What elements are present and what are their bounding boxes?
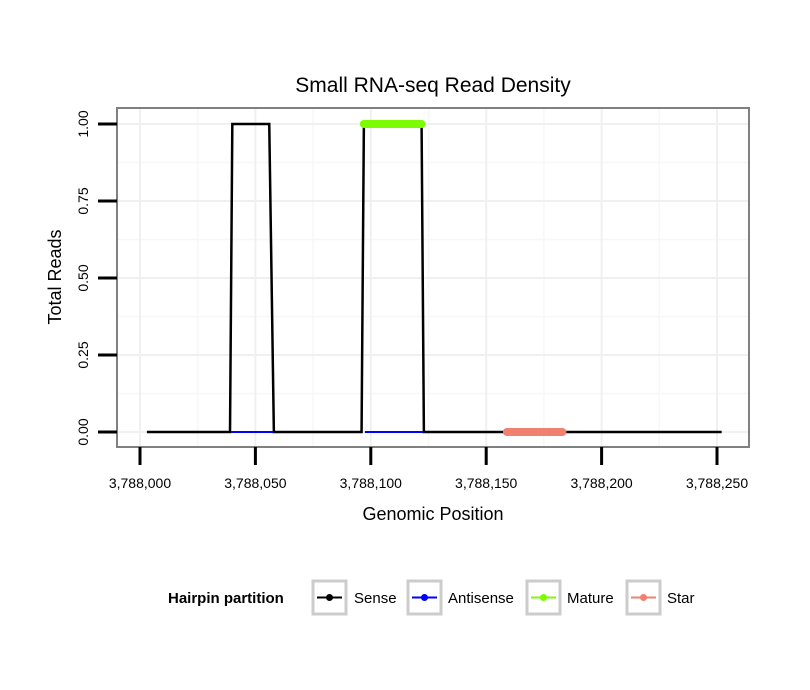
y-axis: 0.00 0.25 0.50 0.75 1.00	[75, 110, 117, 446]
x-tick-label: 3,788,050	[224, 475, 286, 491]
x-tick-label: 3,788,200	[570, 475, 632, 491]
grid	[117, 108, 749, 447]
legend-key-point	[326, 594, 333, 601]
legend-title: Hairpin partition	[168, 590, 284, 607]
x-tick-label: 3,788,250	[686, 475, 748, 491]
x-tick-label: 3,788,100	[340, 475, 402, 491]
series-line-sense	[146, 122, 722, 434]
y-tick-label: 1.00	[75, 110, 91, 137]
legend-item-star: Star	[625, 579, 695, 616]
legend-item-mature: Mature	[525, 579, 614, 616]
legend-label: Sense	[354, 590, 397, 607]
legend-label: Star	[667, 590, 695, 607]
y-axis-label: Total Reads	[45, 229, 65, 324]
series-layer	[146, 120, 722, 436]
legend-key-point	[640, 594, 647, 601]
y-tick-label: 0.00	[75, 418, 91, 445]
legend: Hairpin partition Sense Antisense Mature St…	[168, 579, 695, 616]
legend-item-sense: Sense	[311, 579, 397, 616]
legend-label: Mature	[567, 590, 614, 607]
legend-label: Antisense	[448, 590, 514, 607]
legend-key-point	[540, 594, 547, 601]
x-tick-label: 3,788,150	[455, 475, 517, 491]
legend-item-antisense: Antisense	[406, 579, 514, 616]
legend-key-point	[421, 594, 428, 601]
x-axis: 3,788,000 3,788,050 3,788,100 3,788,150 3,78…	[109, 447, 748, 491]
x-tick-label: 3,788,000	[109, 475, 171, 491]
y-tick-label: 0.50	[75, 264, 91, 291]
chart-title: Small RNA-seq Read Density	[295, 74, 571, 97]
y-tick-label: 0.25	[75, 341, 91, 368]
x-axis-label: Genomic Position	[362, 504, 503, 524]
y-tick-label: 0.75	[75, 187, 91, 214]
